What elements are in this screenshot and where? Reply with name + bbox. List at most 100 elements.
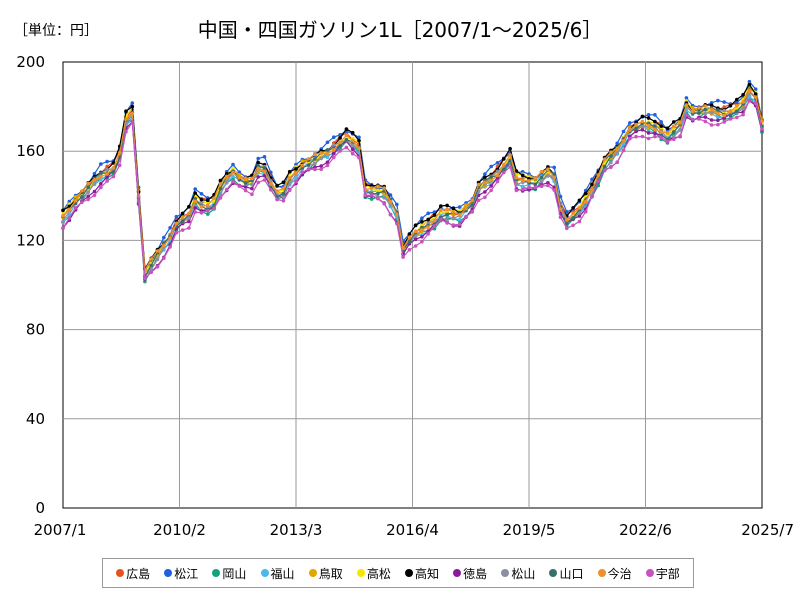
data-point — [388, 199, 393, 204]
series-line — [62, 83, 763, 271]
data-point — [439, 204, 443, 208]
data-point — [615, 160, 619, 164]
data-point — [124, 117, 128, 121]
data-point — [168, 236, 172, 240]
legend-marker-icon — [260, 569, 269, 577]
data-point — [502, 157, 506, 161]
x-tick-label: 2013/3 — [270, 521, 323, 539]
legend-marker-icon — [405, 569, 413, 577]
data-point — [287, 176, 292, 180]
data-point — [294, 167, 298, 171]
data-point — [565, 220, 569, 225]
series-line — [62, 89, 763, 273]
data-point — [508, 165, 512, 169]
data-point — [111, 166, 116, 170]
data-point — [533, 185, 538, 190]
data-point — [281, 186, 286, 191]
data-point — [281, 180, 286, 185]
legend-label: 今治 — [607, 566, 632, 581]
data-point — [577, 211, 582, 215]
legend-item: 松山 — [501, 565, 535, 582]
data-point — [596, 173, 601, 177]
data-point — [224, 171, 229, 176]
data-point — [332, 135, 336, 139]
data-point — [369, 197, 374, 201]
data-point — [338, 140, 342, 145]
data-point — [546, 183, 550, 188]
legend-item: 徳島 — [453, 565, 487, 582]
data-point — [747, 82, 752, 87]
data-point — [445, 207, 449, 212]
data-point — [684, 103, 689, 108]
legend-marker-icon — [645, 569, 654, 577]
data-point — [395, 202, 399, 207]
data-point — [180, 215, 185, 220]
data-point — [344, 127, 349, 131]
data-point — [697, 106, 701, 110]
data-point — [709, 118, 714, 122]
data-point — [281, 191, 286, 196]
data-point — [565, 210, 569, 214]
data-point — [672, 137, 676, 141]
data-point — [401, 255, 405, 259]
data-point — [747, 79, 752, 84]
data-point — [256, 164, 261, 168]
data-point — [180, 228, 185, 232]
data-point — [558, 194, 563, 199]
x-tick-label: 2016/4 — [386, 521, 439, 539]
data-point — [262, 174, 267, 178]
data-point — [187, 216, 191, 220]
data-point — [73, 198, 78, 203]
data-point — [602, 164, 607, 169]
chart-title: 中国・四国ガソリン1L［2007/1～2025/6］ — [197, 18, 603, 42]
data-point — [615, 150, 619, 155]
data-point — [287, 182, 292, 186]
data-point — [703, 107, 708, 112]
data-point — [678, 134, 682, 138]
data-point — [533, 176, 538, 181]
data-point — [80, 195, 84, 199]
data-point — [206, 198, 210, 202]
data-point — [577, 219, 582, 224]
data-point — [105, 172, 109, 176]
data-point — [747, 88, 752, 93]
legend-marker-icon — [212, 569, 221, 577]
data-point — [149, 267, 153, 272]
data-point — [344, 138, 349, 142]
data-point — [357, 135, 361, 140]
data-point — [149, 270, 153, 275]
data-point — [728, 117, 733, 121]
data-point — [709, 107, 714, 112]
data-point — [520, 184, 525, 189]
data-point — [262, 169, 267, 174]
data-point — [275, 183, 279, 188]
data-point — [338, 144, 342, 148]
data-point — [621, 142, 626, 146]
data-point — [735, 97, 739, 102]
data-point — [502, 167, 506, 172]
data-point — [716, 115, 720, 120]
data-point — [464, 214, 468, 219]
data-point — [445, 203, 449, 208]
data-point — [634, 129, 638, 134]
data-point — [92, 193, 97, 198]
data-point — [709, 103, 714, 108]
data-point — [413, 244, 418, 248]
legend-label: 松江 — [174, 566, 199, 581]
data-point — [111, 170, 116, 174]
data-point — [243, 181, 248, 185]
legend-marker-icon — [549, 569, 558, 577]
data-point — [382, 195, 387, 200]
data-point — [338, 136, 342, 140]
legend-label: 山口 — [559, 566, 584, 581]
data-point — [552, 172, 556, 176]
data-point — [457, 217, 462, 222]
data-point — [690, 117, 695, 122]
legend-item: 高松 — [356, 565, 391, 582]
data-point — [224, 180, 229, 184]
data-point — [61, 213, 65, 218]
data-point — [571, 216, 575, 220]
data-point — [716, 118, 720, 123]
data-point — [684, 113, 689, 117]
data-point — [193, 187, 197, 191]
